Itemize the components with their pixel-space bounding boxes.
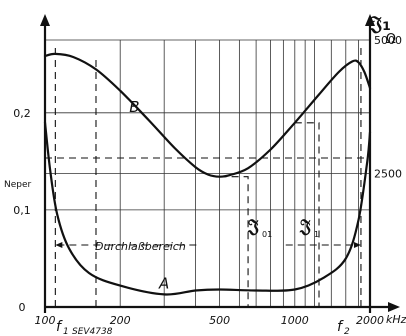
series-b-line: [43, 52, 372, 178]
x-tick-label: 100: [35, 314, 56, 327]
dashed-guides: [45, 48, 370, 307]
z1-label: 𝔍: [299, 216, 311, 237]
f1-subscript: 1: [63, 327, 69, 336]
z01-label: 𝔍: [247, 216, 259, 237]
x-tick-label: 1000: [281, 314, 309, 327]
f2-label: f: [337, 319, 344, 335]
z01-subscript: 01: [262, 230, 272, 239]
passband-label: Durchlaßbereich: [95, 240, 186, 253]
f2-subscript: 2: [344, 327, 350, 336]
right-tick-label: 2500: [374, 168, 402, 181]
left-tick-label: 0,1: [13, 204, 31, 217]
right-axis-symbol: 𝔍₁: [369, 11, 391, 35]
passband-arrowhead: [55, 242, 63, 248]
left-tick-label: 0,2: [13, 107, 31, 120]
series-b-label: B: [129, 98, 139, 116]
right-tick-label: 5000: [374, 34, 402, 47]
reference-label: SEV4738: [72, 327, 113, 336]
series-a-line: [43, 121, 372, 296]
passband-arrowhead: [353, 242, 361, 248]
right-axis-unit: Ω: [386, 32, 396, 47]
x-tick-label: 200: [110, 314, 131, 327]
axes: [40, 14, 400, 313]
z01-leader-line: [219, 176, 249, 307]
f1-label: f: [56, 319, 63, 335]
right-axis-arrowhead: [365, 14, 375, 26]
labels: Neper Ω 𝔍₁ kHz Durchlaßbereich SEV4738 f…: [4, 11, 406, 336]
x-axis-unit: kHz: [386, 313, 406, 326]
z1-leader-line: [294, 122, 320, 307]
z1-subscript: 1: [314, 230, 319, 239]
left-tick-label: 0: [19, 301, 26, 314]
x-axis-arrowhead: [388, 302, 400, 312]
left-axis-label: Neper: [4, 180, 32, 190]
x-tick-label: 500: [209, 314, 230, 327]
left-axis-arrowhead: [40, 14, 50, 26]
x-tick-label: 2000: [356, 314, 384, 327]
curves: [43, 52, 372, 296]
series-a-label: A: [158, 274, 169, 292]
